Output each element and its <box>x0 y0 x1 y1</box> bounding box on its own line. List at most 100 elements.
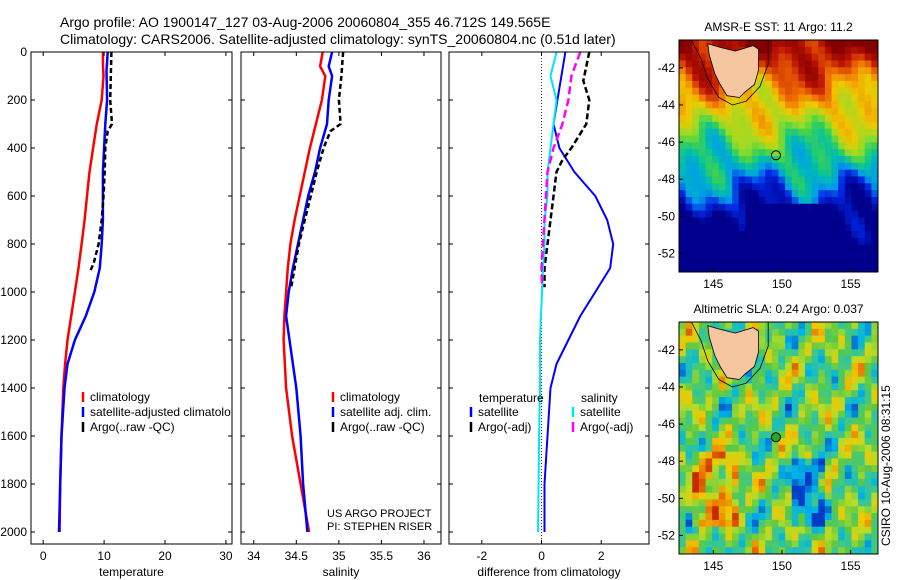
map-cell <box>745 183 753 191</box>
map-cell <box>864 224 872 232</box>
map-cell <box>692 533 700 541</box>
map-cell <box>765 444 773 453</box>
map-cell <box>824 115 833 123</box>
map-cell <box>864 513 872 521</box>
map-cell <box>798 356 806 364</box>
map-cell <box>831 94 839 103</box>
map-cell <box>685 349 693 357</box>
map-cell <box>811 115 819 123</box>
map-cell <box>765 53 773 62</box>
map-cell <box>679 444 687 453</box>
map-cell <box>745 533 753 541</box>
map-cell <box>811 196 819 205</box>
map-cell <box>838 217 846 225</box>
map-cell <box>771 265 780 272</box>
legend-label: satellite <box>580 405 621 419</box>
map-cell <box>864 472 872 480</box>
map-cell <box>685 101 693 109</box>
map-cell <box>771 362 780 371</box>
map-cell <box>798 60 806 68</box>
map-cell <box>791 533 799 541</box>
map-cell <box>838 403 846 412</box>
map-cell <box>692 115 700 123</box>
map-cell <box>778 438 786 446</box>
map-cell <box>824 53 833 62</box>
map-cell <box>844 492 853 501</box>
map-cell <box>778 149 786 157</box>
map-cell <box>838 478 846 487</box>
map-cell <box>758 342 766 350</box>
map-cell <box>785 492 793 501</box>
profile-plots: 0 10 20 30020040060080010001200140016001800… <box>0 45 650 579</box>
map-cell <box>824 94 833 103</box>
header-line-1: Argo profile: AO 1900147_127 03-Aug-2006… <box>60 14 550 30</box>
map-cell <box>679 46 687 55</box>
map-cell <box>858 506 866 514</box>
map-cell <box>791 149 799 157</box>
map-cell <box>732 547 740 554</box>
map-cell <box>791 53 799 62</box>
map-cell <box>785 513 793 521</box>
map-x-tick-label: 155 <box>841 277 861 291</box>
map-cell <box>791 328 799 337</box>
map-cell <box>725 196 733 205</box>
y-tick-label: 1000 <box>0 285 27 299</box>
map-cell <box>705 369 713 378</box>
map-cell <box>679 328 687 337</box>
map-cell <box>765 533 773 541</box>
plot-frame <box>448 51 650 545</box>
map-cell <box>758 156 766 164</box>
map-cell <box>851 74 859 82</box>
map-cell <box>778 94 786 103</box>
map-cell <box>738 478 746 487</box>
map-cell <box>811 424 819 432</box>
legend-heading: salinity <box>581 391 618 405</box>
map-cell <box>851 362 859 371</box>
map-cell <box>712 492 720 501</box>
map-y-tick-label: -50 <box>658 209 676 223</box>
map-cell <box>864 506 872 514</box>
map-cell <box>692 444 700 453</box>
map-cell <box>738 169 746 178</box>
map-cell <box>831 342 839 350</box>
map-cell <box>745 403 753 412</box>
map-cell <box>824 237 833 246</box>
map-cell <box>858 335 866 344</box>
map-cell <box>732 390 740 398</box>
map-cell <box>791 390 799 398</box>
map-cell <box>824 251 833 259</box>
map-cell <box>712 513 720 521</box>
map-cell <box>732 115 740 123</box>
map-cell <box>824 362 833 371</box>
map-cell <box>791 444 799 453</box>
map-cell <box>712 403 720 412</box>
map-cell <box>864 94 872 103</box>
map-cell <box>811 142 819 150</box>
map-cell <box>785 108 793 116</box>
map-cell <box>758 74 766 82</box>
map-cell <box>805 60 813 68</box>
map-cell <box>858 156 866 164</box>
map-cell <box>818 237 826 246</box>
map-cell <box>758 465 766 473</box>
map-cell <box>685 121 693 130</box>
map-cell <box>811 410 819 419</box>
map-cell <box>791 224 799 232</box>
map-cell <box>698 156 707 164</box>
map-cell <box>831 458 839 466</box>
map-cell <box>858 183 866 191</box>
map-cell <box>679 196 687 205</box>
map-cell <box>765 424 773 432</box>
map-cell <box>838 224 846 232</box>
map-cell <box>765 342 773 350</box>
map-cell <box>798 499 806 507</box>
map-cell <box>824 431 833 439</box>
credit-line-1: US ARGO PROJECT <box>327 508 432 520</box>
map-cell <box>864 53 872 62</box>
map-cell <box>778 74 786 82</box>
map-cell <box>765 40 773 48</box>
map-cell <box>858 231 866 239</box>
map-cell <box>864 431 872 439</box>
map-cell <box>851 87 859 96</box>
